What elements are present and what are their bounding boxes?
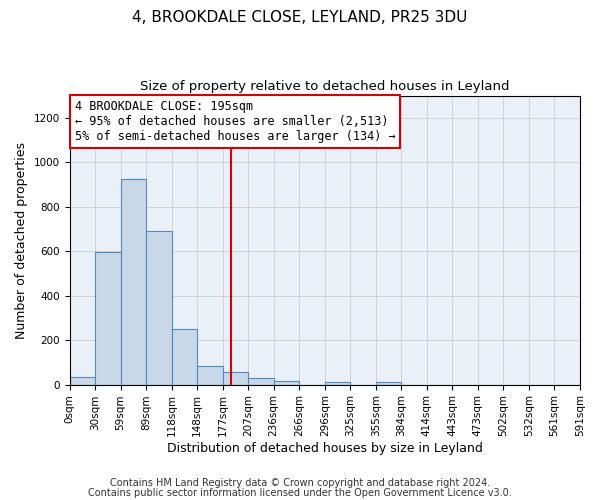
Bar: [197, 366, 223, 384]
Text: Contains HM Land Registry data © Crown copyright and database right 2024.: Contains HM Land Registry data © Crown c…: [110, 478, 490, 488]
Bar: [95, 252, 121, 384]
Bar: [121, 179, 146, 384]
Bar: [223, 372, 248, 384]
Bar: [274, 380, 299, 384]
Bar: [70, 377, 95, 384]
Bar: [376, 382, 401, 384]
Bar: [146, 231, 172, 384]
Title: Size of property relative to detached houses in Leyland: Size of property relative to detached ho…: [140, 80, 509, 93]
Text: 4, BROOKDALE CLOSE, LEYLAND, PR25 3DU: 4, BROOKDALE CLOSE, LEYLAND, PR25 3DU: [133, 10, 467, 25]
Bar: [172, 330, 197, 384]
Y-axis label: Number of detached properties: Number of detached properties: [15, 142, 28, 338]
Text: 4 BROOKDALE CLOSE: 195sqm
← 95% of detached houses are smaller (2,513)
5% of sem: 4 BROOKDALE CLOSE: 195sqm ← 95% of detac…: [74, 100, 395, 143]
Bar: [248, 378, 274, 384]
Bar: [325, 382, 350, 384]
Text: Contains public sector information licensed under the Open Government Licence v3: Contains public sector information licen…: [88, 488, 512, 498]
X-axis label: Distribution of detached houses by size in Leyland: Distribution of detached houses by size …: [167, 442, 483, 455]
